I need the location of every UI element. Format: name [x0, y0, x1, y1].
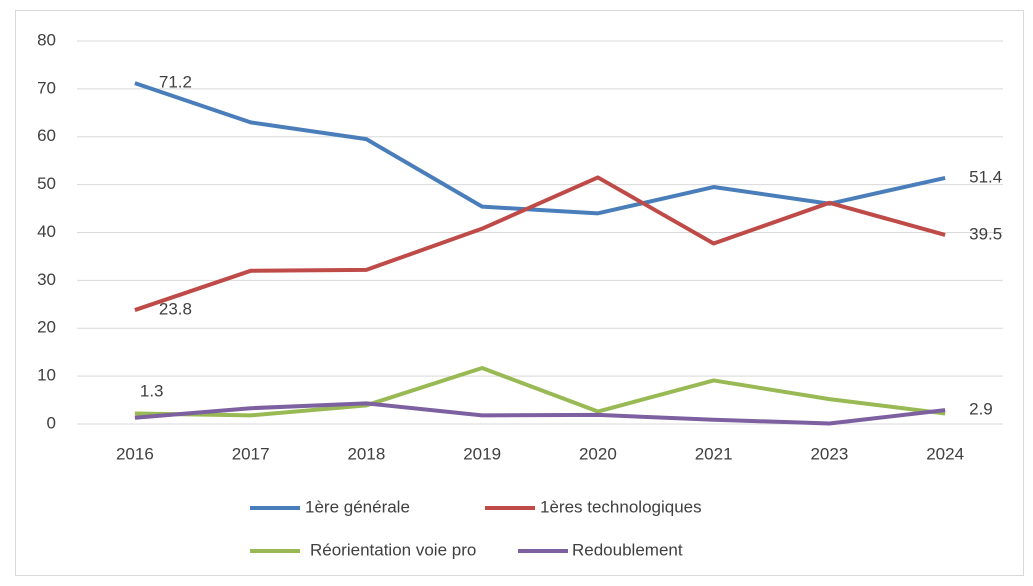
x-tick-label: 2020 — [579, 444, 617, 463]
x-tick-label: 2018 — [347, 444, 385, 463]
data-label: 2.9 — [969, 400, 993, 419]
x-tick-label: 2019 — [463, 444, 501, 463]
data-label: 1.3 — [140, 381, 164, 400]
y-tick-label: 30 — [37, 270, 56, 289]
series-line — [134, 81, 946, 216]
x-tick-label: 2024 — [926, 444, 964, 463]
y-tick-label: 20 — [37, 318, 56, 337]
series-line — [134, 401, 946, 426]
x-tick-label: 2016 — [116, 444, 154, 463]
x-tick-label: 2021 — [695, 444, 733, 463]
data-label: 71.2 — [159, 73, 192, 92]
y-tick-label: 50 — [37, 174, 56, 193]
legend-label: Redoublement — [572, 540, 683, 559]
y-tick-label: 40 — [37, 222, 56, 241]
x-tick-label: 2023 — [810, 444, 848, 463]
legend-label: 1ères technologiques — [540, 497, 702, 516]
data-label: 51.4 — [969, 167, 1002, 186]
y-tick-label: 80 — [37, 30, 56, 49]
series-line — [134, 365, 946, 418]
y-tick-label: 10 — [37, 366, 56, 385]
legend-label: 1ère générale — [305, 497, 410, 516]
y-tick-label: 60 — [37, 126, 56, 145]
y-tick-label: 70 — [37, 78, 56, 97]
data-label: 39.5 — [969, 224, 1002, 243]
y-tick-label: 0 — [47, 413, 56, 432]
series-line — [134, 175, 946, 312]
data-label: 23.8 — [159, 300, 192, 319]
legend-label: Réorientation voie pro — [310, 540, 476, 559]
x-tick-label: 2017 — [232, 444, 270, 463]
